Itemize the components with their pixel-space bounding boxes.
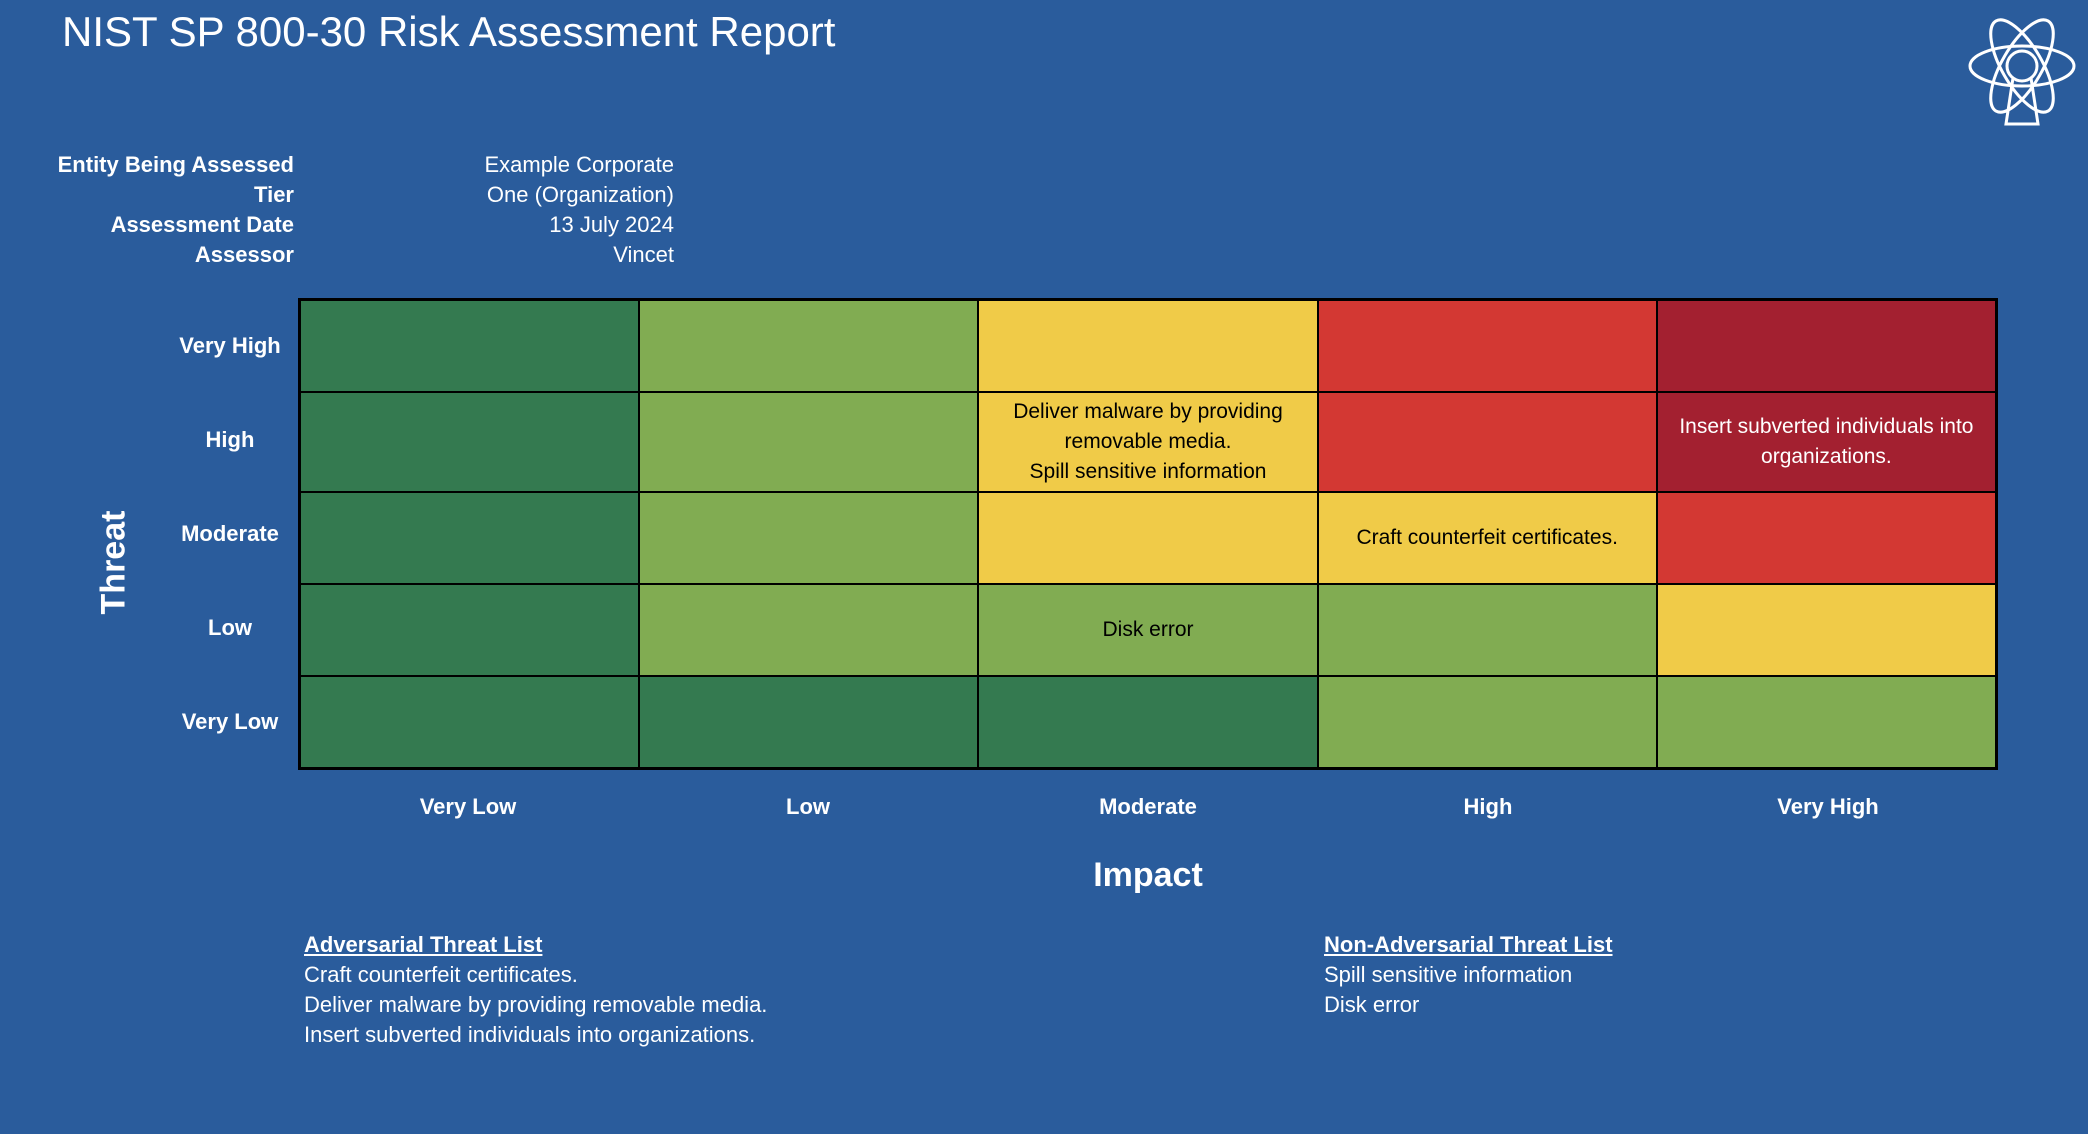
impact-label-moderate: Moderate	[1099, 794, 1197, 819]
threat-axis-title: Threat	[94, 510, 133, 614]
matrix-cell	[300, 392, 640, 492]
assessor-row: Assessor Vincet	[40, 240, 674, 270]
matrix-cell	[639, 492, 979, 584]
matrix-cell	[639, 300, 979, 392]
atom-keyhole-icon	[1956, 8, 2088, 128]
list-item: Spill sensitive information	[1324, 962, 1573, 987]
list-item: Insert subverted individuals into organi…	[304, 1022, 756, 1047]
threat-axis-title-wrap: Threat	[92, 510, 136, 614]
matrix-cell	[300, 584, 640, 676]
threat-label-high: High	[205, 427, 255, 452]
assessor-value: Vincet	[613, 242, 674, 267]
matrix-cell	[1656, 584, 1996, 676]
matrix-cell	[639, 392, 979, 492]
matrix-cell	[300, 492, 640, 584]
matrix-cell	[978, 300, 1318, 392]
matrix-cell: Insert subverted individuals into organi…	[1656, 392, 1996, 492]
matrix-cell: Craft counterfeit certificates.	[1317, 492, 1657, 584]
impact-axis-title: Impact	[1093, 856, 1203, 894]
adversarial-list-title: Adversarial Threat List	[304, 932, 543, 957]
matrix-cell	[1317, 300, 1657, 392]
impact-label-low: Low	[786, 794, 830, 819]
matrix-cell	[1317, 584, 1657, 676]
non-adversarial-list-title: Non-Adversarial Threat List	[1324, 932, 1613, 957]
matrix-cell	[1317, 392, 1657, 492]
date-label: Assessment Date	[110, 212, 294, 237]
date-value: 13 July 2024	[549, 212, 674, 237]
matrix-cell	[978, 676, 1318, 768]
threat-label-very-high: Very High	[179, 333, 281, 358]
threat-label-very-low: Very Low	[181, 709, 279, 734]
impact-label-very-low: Very Low	[419, 794, 517, 819]
list-item: Craft counterfeit certificates.	[304, 962, 578, 987]
matrix-cell: Disk error	[978, 584, 1318, 676]
date-row: Assessment Date 13 July 2024	[40, 210, 674, 240]
matrix-cell	[1656, 676, 1996, 768]
risk-matrix: Deliver malware by providing removable m…	[298, 298, 1998, 770]
impact-label-very-high: Very High	[1777, 794, 1879, 819]
matrix-cell	[639, 584, 979, 676]
list-item: Disk error	[1324, 992, 1420, 1017]
matrix-cell	[300, 676, 640, 768]
threat-level-labels: Very High High Moderate Low Very Low	[170, 299, 290, 769]
impact-level-labels: Very Low Low Moderate High Very High	[298, 794, 1998, 820]
non-adversarial-threat-list: Non-Adversarial Threat List Spill sensit…	[1324, 930, 1613, 1020]
threat-label-moderate: Moderate	[181, 521, 279, 546]
matrix-cell	[978, 492, 1318, 584]
tier-row: Tier One (Organization)	[40, 180, 674, 210]
matrix-cell	[1656, 300, 1996, 392]
list-item: Deliver malware by providing removable m…	[304, 992, 768, 1017]
matrix-cell	[1317, 676, 1657, 768]
entity-value: Example Corporate	[484, 152, 674, 177]
entity-row: Entity Being Assessed Example Corporate	[40, 150, 674, 180]
tier-value: One (Organization)	[486, 182, 674, 207]
tier-label: Tier	[254, 182, 294, 207]
assessment-info: Entity Being Assessed Example Corporate …	[40, 150, 674, 270]
matrix-cell	[300, 300, 640, 392]
assessor-label: Assessor	[194, 242, 294, 267]
adversarial-threat-list: Adversarial Threat List Craft counterfei…	[304, 930, 767, 1050]
matrix-cell	[639, 676, 979, 768]
entity-label: Entity Being Assessed	[57, 152, 294, 177]
impact-label-high: High	[1463, 794, 1513, 819]
threat-label-low: Low	[208, 615, 252, 640]
matrix-cell: Deliver malware by providing removable m…	[978, 392, 1318, 492]
matrix-cell	[1656, 492, 1996, 584]
report-title: NIST SP 800-30 Risk Assessment Report	[62, 8, 836, 55]
